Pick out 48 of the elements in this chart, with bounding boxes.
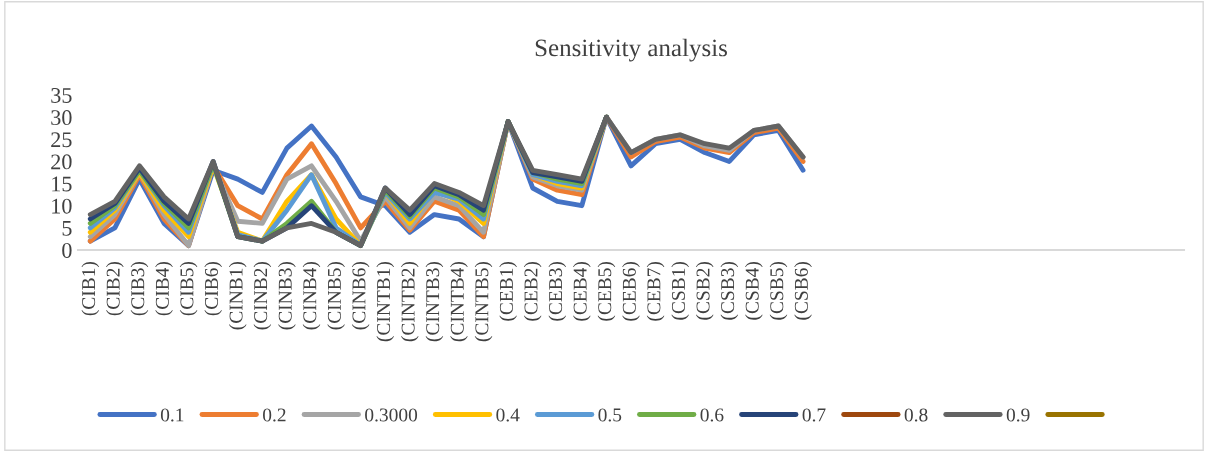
x-tick-label: (CINTB3) [425, 261, 444, 342]
legend-label: 0.1 [160, 408, 184, 422]
x-tick-label: (CINB6) [351, 261, 370, 330]
x-tick-label: (CSB5) [769, 261, 788, 320]
y-tick-label: 5 [62, 221, 72, 236]
x-tick-label: (CEB2) [523, 261, 542, 321]
x-tick-label: (CINTB2) [400, 261, 419, 342]
x-tick-label: (CSB3) [720, 261, 739, 320]
legend-label: 0.2 [263, 408, 286, 422]
x-tick-label: (CEB7) [646, 261, 665, 321]
x-tick-label: (CIB6) [204, 261, 222, 316]
legend-label: 0.9 [1006, 408, 1030, 422]
x-tick-label: (CINTB5) [474, 261, 493, 342]
x-tick-label: (CSB6) [794, 261, 812, 320]
x-tick-label: (CIB1) [81, 261, 100, 316]
x-tick-label: (CINTB1) [376, 261, 395, 342]
x-tick-label: (CSB2) [695, 261, 714, 320]
legend-label: 0.5 [598, 408, 622, 422]
x-tick-label: (CEB5) [597, 261, 616, 321]
x-tick-label: (CEB1) [499, 261, 517, 321]
x-tick-label: (CINB3) [278, 261, 296, 330]
y-tick-label: 30 [51, 110, 72, 126]
x-tick-label: (CIB2) [106, 261, 124, 316]
x-tick-label: (CEB4) [573, 261, 591, 321]
legend-label: 0.8 [904, 408, 928, 422]
y-tick-label: 20 [51, 154, 72, 170]
x-tick-label: (CIB4) [155, 261, 173, 316]
y-tick-label: 10 [52, 198, 72, 214]
x-tick-label: (CIB5) [179, 261, 198, 316]
y-tick-label: 0 [62, 242, 72, 258]
legend-label: 0.6 [700, 408, 724, 422]
x-tick-label: (CSB4) [745, 261, 763, 320]
x-tick-label: (CEB3) [548, 261, 567, 321]
legend-label: 0.7 [802, 408, 826, 422]
x-tick-label: (CIB3) [130, 261, 149, 316]
x-tick-label: (CINTB4) [450, 261, 468, 342]
chart-title: Sensitivity analysis [535, 38, 727, 62]
x-tick-label: (CINB2) [253, 261, 272, 330]
legend-label: 0.4 [496, 408, 520, 422]
y-tick-label: 35 [51, 87, 72, 103]
x-tick-label: (CEB6) [622, 261, 640, 321]
y-tick-label: 25 [51, 132, 72, 148]
x-tick-label: (CINB4) [302, 261, 321, 330]
y-tick-label: 15 [52, 176, 72, 192]
x-tick-label: (CINB5) [327, 261, 345, 330]
x-tick-label: (CSB1) [671, 261, 689, 320]
legend-label: 0.3000 [365, 408, 418, 422]
x-tick-label: (CINB1) [228, 261, 247, 330]
